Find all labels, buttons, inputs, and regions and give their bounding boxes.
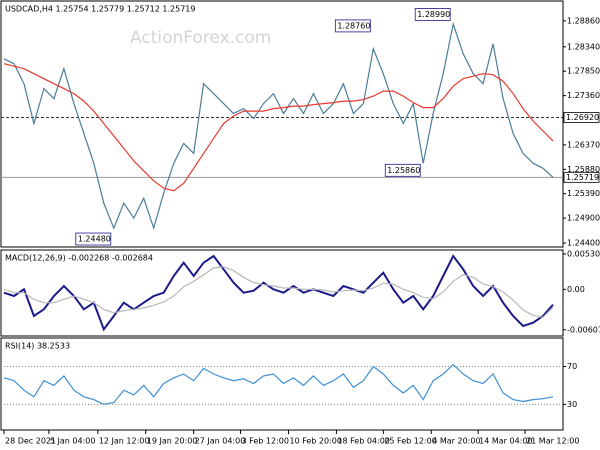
watermark: ActionForex.com [130, 28, 271, 48]
annotation-box [414, 8, 451, 21]
series-line [3, 363, 554, 406]
y-tick-label: 1.28340 [567, 42, 600, 51]
x-tick-label: 27 Jan 04:00 [195, 437, 246, 446]
series-line [3, 266, 554, 318]
annotation-box [384, 163, 421, 177]
x-tick-label: 14 Mar 04:00 [479, 437, 532, 446]
x-tick-label: 19 Jan 20:00 [147, 437, 198, 446]
series-line [3, 21, 554, 231]
y-tick-label: 1.25390 [567, 189, 600, 198]
annotation-box [334, 19, 371, 33]
x-tick-label: 3 Feb 12:00 [242, 437, 289, 446]
y-tick-label: 70 [567, 362, 577, 371]
y-tick-label: -0.006074 [567, 325, 600, 334]
annotation-label: 1.25860 [387, 166, 420, 175]
y-tick-label: 1.27850 [567, 67, 600, 76]
x-tick-label: 10 Feb 20:00 [289, 437, 341, 446]
x-tick-label: 25 Feb 12:00 [384, 437, 436, 446]
panel-title: USDCAD,H4 1.25754 1.25779 1.25712 1.2571… [5, 5, 195, 14]
panel-title: RSI(14) 38.2533 [5, 342, 70, 351]
annotation-label: 1.24480 [78, 235, 111, 244]
x-tick-label: 18 Feb 04:00 [337, 437, 389, 446]
panel-frame [0, 337, 564, 431]
level-label-box [563, 171, 600, 183]
y-tick-label: 1.24900 [567, 214, 600, 223]
x-tick-label: 5 Jan 04:00 [50, 437, 96, 446]
series-line [3, 254, 554, 332]
x-tick-label: 21 Mar 12:00 [526, 437, 579, 446]
level-label: 1.26920 [566, 113, 599, 122]
y-tick-label: 1.28860 [567, 16, 600, 25]
y-tick-label: 1.26370 [567, 140, 600, 149]
x-tick-label: 28 Dec 2021 [5, 437, 56, 446]
x-tick-label: 12 Jan 12:00 [99, 437, 150, 446]
y-tick-label: 0.00 [567, 285, 585, 294]
annotation-label: 1.28990 [417, 10, 450, 19]
panel-title: MACD(12,26,9) -0.002268 -0.002684 [5, 254, 153, 263]
y-tick-label: 0.005307 [567, 249, 600, 258]
series-line [3, 63, 554, 192]
y-tick-label: 1.27360 [567, 91, 600, 100]
y-tick-label: 1.25880 [567, 165, 600, 174]
y-tick-label: 30 [567, 400, 577, 409]
y-tick-label: 1.24400 [567, 239, 600, 248]
panel-frame [0, 0, 564, 248]
x-tick-label: 4 Mar 20:00 [432, 437, 480, 446]
annotation-box [75, 232, 112, 246]
annotation-label: 1.28760 [337, 21, 370, 30]
level-label: 1.25719 [566, 173, 599, 182]
level-label-box [563, 112, 600, 123]
